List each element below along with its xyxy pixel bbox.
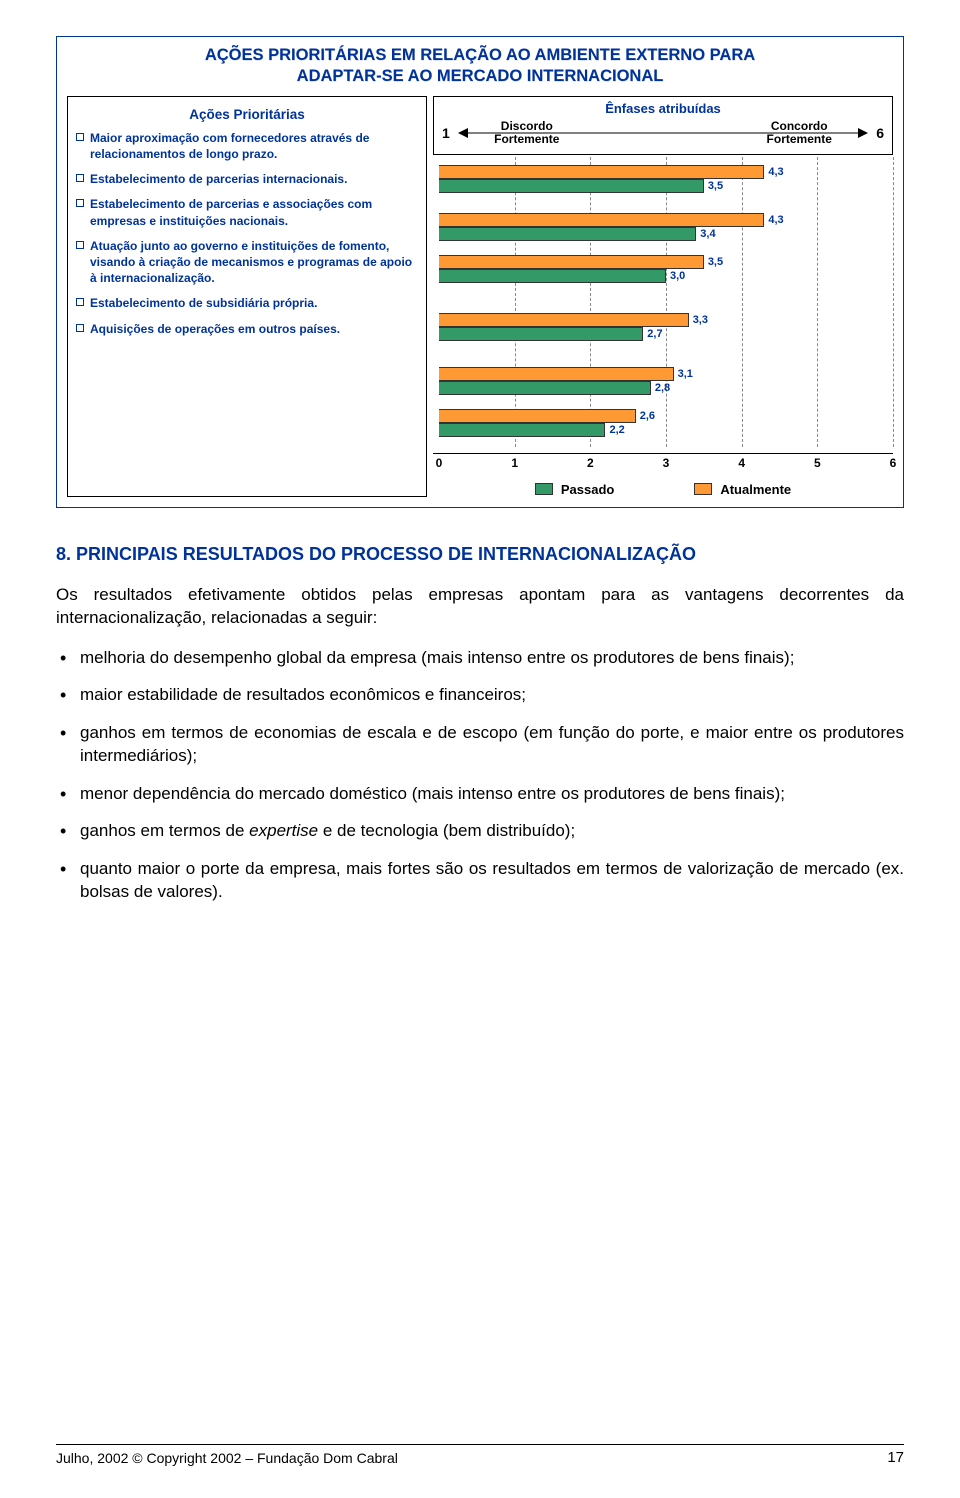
x-tick: 4 xyxy=(738,456,745,470)
bar-atualmente xyxy=(439,165,764,179)
chart-panel: AÇÕES PRIORITÁRIAS EM RELAÇÃO AO AMBIENT… xyxy=(56,36,904,508)
action-item: Maior aproximação com fornecedores atrav… xyxy=(76,130,418,162)
action-text: Atuação junto ao governo e instituições … xyxy=(90,238,418,287)
bar-atualmente xyxy=(439,367,674,381)
bar-group: 3,3 2,7 xyxy=(439,313,893,347)
bar-group: 4,3 3,4 xyxy=(439,213,893,247)
bar-value-atualmente: 3,5 xyxy=(708,256,723,268)
action-item: Estabelecimento de parcerias internacion… xyxy=(76,171,418,187)
bar-passado xyxy=(439,381,651,395)
bar-value-atualmente: 4,3 xyxy=(768,214,783,226)
x-tick: 3 xyxy=(663,456,670,470)
chart-title-l2: ADAPTAR-SE AO MERCADO INTERNACIONAL xyxy=(297,67,664,85)
legend: Passado Atualmente xyxy=(433,476,893,497)
x-tick: 2 xyxy=(587,456,594,470)
result-bullet: menor dependência do mercado doméstico (… xyxy=(56,782,904,805)
gridline xyxy=(893,157,894,447)
bullet-icon xyxy=(76,298,84,306)
footer-left: Julho, 2002 © Copyright 2002 – Fundação … xyxy=(56,1450,398,1466)
scale-min: 1 xyxy=(442,125,454,141)
bar-group: 3,5 3,0 xyxy=(439,255,893,289)
chart-column: Ênfases atribuídas 1 Discordo Fortemente… xyxy=(433,96,893,497)
bar-value-atualmente: 3,3 xyxy=(693,314,708,326)
action-item: Aquisições de operações em outros países… xyxy=(76,321,418,337)
bar-group: 4,3 3,5 xyxy=(439,165,893,199)
x-tick: 1 xyxy=(511,456,518,470)
bar-group: 3,1 2,8 xyxy=(439,367,893,401)
intro-paragraph: Os resultados efetivamente obtidos pelas… xyxy=(56,583,904,630)
page-footer: Julho, 2002 © Copyright 2002 – Fundação … xyxy=(56,1444,904,1466)
chart-title-l1: AÇÕES PRIORITÁRIAS EM RELAÇÃO AO AMBIENT… xyxy=(205,46,755,64)
bar-value-atualmente: 4,3 xyxy=(768,166,783,178)
action-item: Atuação junto ao governo e instituições … xyxy=(76,238,418,287)
result-bullet: maior estabilidade de resultados econômi… xyxy=(56,683,904,706)
bar-value-atualmente: 3,1 xyxy=(678,368,693,380)
action-text: Estabelecimento de parcerias e associaçõ… xyxy=(90,196,418,228)
actions-column: Ações Prioritárias Maior aproximação com… xyxy=(67,96,427,497)
gridline xyxy=(515,157,516,447)
bullet-icon xyxy=(76,324,84,332)
bar-passado xyxy=(439,423,605,437)
bar-group: 2,6 2,2 xyxy=(439,409,893,443)
actions-header: Ações Prioritárias xyxy=(76,107,418,122)
bar-value-passado: 3,5 xyxy=(708,180,723,192)
bullet-icon xyxy=(76,199,84,207)
legend-swatch-atualmente xyxy=(694,483,712,495)
results-list: melhoria do desempenho global da empresa… xyxy=(56,646,904,904)
legend-label-atualmente: Atualmente xyxy=(720,482,791,497)
section-heading: 8. PRINCIPAIS RESULTADOS DO PROCESSO DE … xyxy=(56,544,904,565)
page-number: 17 xyxy=(887,1449,904,1466)
bar-atualmente xyxy=(439,213,764,227)
x-tick: 6 xyxy=(890,456,897,470)
scale-label-right: Concordo Fortemente xyxy=(754,120,844,146)
gridline xyxy=(590,157,591,447)
emphasis-title: Ênfases atribuídas xyxy=(442,101,884,116)
action-text: Maior aproximação com fornecedores atrav… xyxy=(90,130,418,162)
gridline xyxy=(817,157,818,447)
bar-passado xyxy=(439,269,666,283)
bars-plot: 4,3 3,5 4,3 3,4 3,5 3,0 3,3 2,7 3,1 2,8 2,6 2,2 xyxy=(433,157,893,454)
action-text: Aquisições de operações em outros países… xyxy=(90,321,340,337)
bar-atualmente xyxy=(439,255,704,269)
result-bullet: ganhos em termos de expertise e de tecno… xyxy=(56,819,904,842)
x-axis: 0123456 xyxy=(439,454,893,476)
result-bullet: melhoria do desempenho global da empresa… xyxy=(56,646,904,669)
bar-passado xyxy=(439,179,704,193)
legend-swatch-passado xyxy=(535,483,553,495)
x-tick: 0 xyxy=(436,456,443,470)
result-bullet: ganhos em termos de economias de escala … xyxy=(56,721,904,768)
bar-passado xyxy=(439,327,643,341)
bullet-icon xyxy=(76,133,84,141)
bar-value-passado: 2,2 xyxy=(609,424,624,436)
bar-atualmente xyxy=(439,313,689,327)
bar-atualmente xyxy=(439,409,636,423)
action-text: Estabelecimento de subsidiária própria. xyxy=(90,295,317,311)
chart-title: AÇÕES PRIORITÁRIAS EM RELAÇÃO AO AMBIENT… xyxy=(67,45,893,88)
action-text: Estabelecimento de parcerias internacion… xyxy=(90,171,347,187)
action-item: Estabelecimento de subsidiária própria. xyxy=(76,295,418,311)
legend-label-passado: Passado xyxy=(561,482,614,497)
action-item: Estabelecimento de parcerias e associaçõ… xyxy=(76,196,418,228)
x-tick: 5 xyxy=(814,456,821,470)
scale-max: 6 xyxy=(872,125,884,141)
result-bullet: quanto maior o porte da empresa, mais fo… xyxy=(56,857,904,904)
bar-passado xyxy=(439,227,696,241)
bar-value-passado: 2,8 xyxy=(655,382,670,394)
gridline xyxy=(666,157,667,447)
bar-value-passado: 3,0 xyxy=(670,270,685,282)
bar-value-passado: 3,4 xyxy=(700,228,715,240)
scale-label-left: Discordo Fortemente xyxy=(482,120,572,146)
gridline xyxy=(742,157,743,447)
bullet-icon xyxy=(76,174,84,182)
bar-value-atualmente: 2,6 xyxy=(640,410,655,422)
scale-header: Ênfases atribuídas 1 Discordo Fortemente… xyxy=(433,96,893,155)
bar-value-passado: 2,7 xyxy=(647,328,662,340)
bullet-icon xyxy=(76,241,84,249)
